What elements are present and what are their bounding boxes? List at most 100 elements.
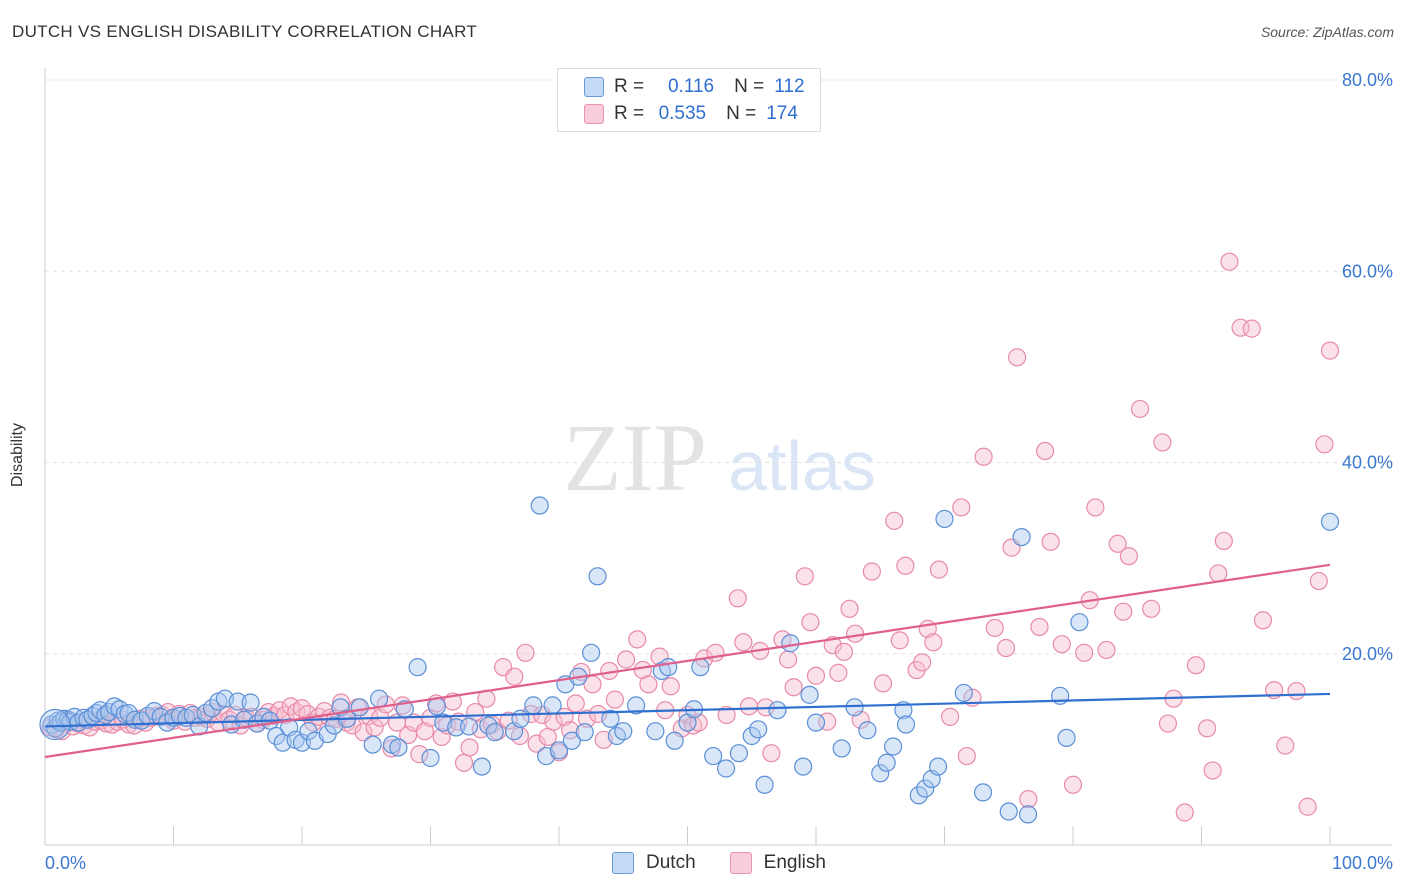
dutch-point [858, 721, 877, 740]
watermark-zip: ZIP [563, 404, 707, 511]
dutch-point [562, 731, 581, 750]
dutch-point [408, 658, 427, 677]
english-point [801, 613, 820, 632]
english-point [354, 723, 373, 742]
dutch-point [582, 643, 601, 662]
english-point [957, 746, 976, 766]
english-point [784, 678, 803, 697]
dutch-point [626, 696, 646, 715]
dutch-point [954, 683, 973, 703]
watermark-atlas: atlas [728, 427, 876, 505]
dutch-point [1320, 512, 1340, 531]
english-point [1253, 611, 1273, 630]
dutch-point [39, 708, 71, 741]
dutch-point [659, 658, 678, 677]
dutch-point [370, 689, 389, 708]
correlation-legend: R = 0.116 N = 112 R = 0.535 N = 174 [557, 68, 821, 132]
dutch-point [794, 757, 813, 776]
english-point [1186, 656, 1206, 675]
english-point [985, 618, 1004, 638]
english-point [762, 744, 781, 763]
english-point [1041, 532, 1060, 551]
chart-source: Source: ZipAtlas.com [1260, 24, 1394, 40]
english-point [410, 745, 429, 764]
series-legend: Dutch English [612, 852, 860, 874]
english-point [890, 631, 909, 650]
dutch-legend-label: Dutch [646, 852, 696, 873]
english-point [996, 638, 1016, 658]
english-point [924, 633, 943, 652]
english-point [566, 694, 585, 713]
dutch-point [614, 722, 633, 741]
y-tick-label-60: 60.0% [1342, 261, 1393, 281]
english-legend-label: English [763, 852, 826, 873]
dutch-point [363, 735, 382, 754]
dutch-point [543, 696, 562, 715]
english-point [834, 642, 854, 661]
english-point [1242, 319, 1261, 338]
english-r-value: 0.535 [658, 103, 707, 124]
english-point [460, 738, 479, 757]
english-point [1309, 571, 1328, 591]
english-point [616, 650, 636, 669]
english-point [1175, 803, 1194, 822]
dutch-point [871, 764, 890, 783]
grid-lines [45, 79, 1392, 655]
dutch-point [896, 715, 916, 734]
english-point [1220, 252, 1239, 271]
english-point [913, 653, 932, 672]
english-point [873, 674, 893, 693]
dutch-point [716, 759, 736, 778]
dutch-point [350, 698, 369, 717]
english-point [1114, 602, 1133, 621]
english-point [415, 722, 435, 741]
english-point [929, 560, 949, 579]
english-point [1197, 719, 1217, 738]
english-point [1142, 599, 1161, 618]
dutch-point [472, 757, 491, 776]
dutch-point [894, 701, 913, 720]
english-point [717, 705, 736, 725]
dutch-point [549, 741, 569, 760]
tick-labels: 20.0% 40.0% 60.0% 80.0% 0.0% 100.0% [45, 70, 1393, 873]
x-tick-label-0: 0.0% [45, 853, 86, 873]
dutch-point [202, 699, 222, 718]
dutch-point [755, 775, 774, 794]
dutch-point [768, 701, 787, 720]
dutch-point [845, 698, 864, 717]
english-point [728, 589, 747, 608]
dutch-point [935, 509, 954, 529]
english-trend-line [44, 563, 1331, 759]
english-point [1097, 640, 1116, 660]
dutch-point [447, 718, 466, 737]
english-point [739, 697, 759, 716]
legend-item-dutch[interactable]: Dutch [612, 852, 696, 874]
x-tick-label-100: 100.0% [1332, 853, 1393, 873]
dutch-point [729, 744, 749, 763]
english-point [1130, 399, 1150, 419]
dutch-point [999, 802, 1018, 821]
english-point [829, 663, 848, 682]
english-point [1315, 435, 1334, 454]
dutch-point [459, 717, 479, 736]
dutch-point [704, 746, 723, 766]
english-point [862, 562, 881, 581]
dutch-point [665, 731, 684, 750]
english-point [1063, 775, 1083, 794]
dutch-point [646, 722, 665, 741]
english-point [1030, 617, 1049, 637]
english-point [432, 727, 451, 747]
english-point [795, 567, 814, 586]
english-point [896, 556, 915, 575]
legend-item-english[interactable]: English [729, 852, 826, 874]
english-point [1158, 714, 1178, 733]
dutch-point [479, 716, 498, 735]
dutch-point [530, 496, 549, 515]
english-point [778, 650, 798, 669]
english-point [1019, 789, 1038, 809]
dutch-point [1057, 728, 1076, 748]
english-point [1086, 498, 1105, 517]
dutch-point [742, 726, 761, 746]
english-point [1214, 531, 1233, 551]
english-n-label: N = [726, 103, 757, 124]
